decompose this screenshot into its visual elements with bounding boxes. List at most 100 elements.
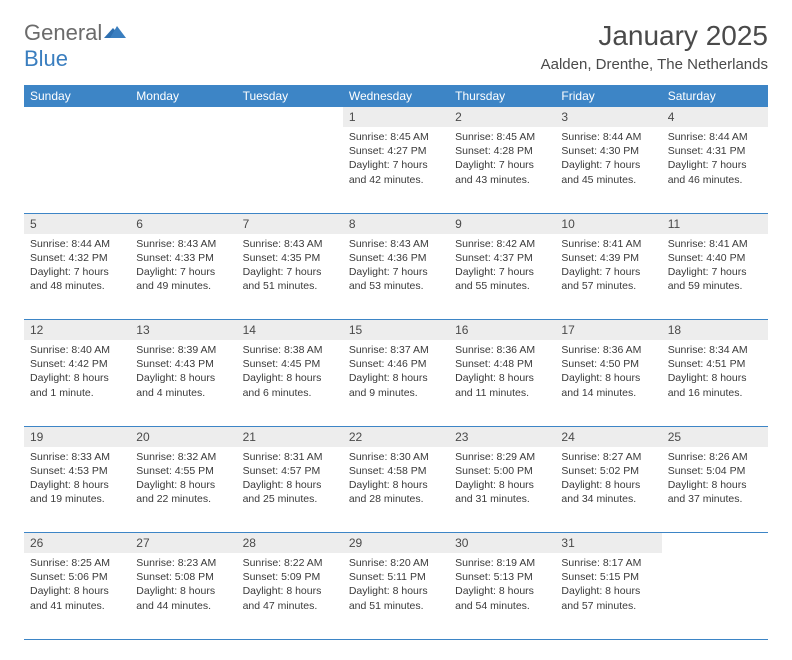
day-info: Sunrise: 8:36 AMSunset: 4:48 PMDaylight:… bbox=[449, 340, 555, 406]
day-number-cell: 29 bbox=[343, 533, 449, 554]
day-info-cell bbox=[237, 127, 343, 213]
sunrise-line: Sunrise: 8:34 AM bbox=[668, 343, 762, 357]
day-info-cell: Sunrise: 8:45 AMSunset: 4:28 PMDaylight:… bbox=[449, 127, 555, 213]
daylight-line: Daylight: 8 hours and 34 minutes. bbox=[561, 478, 655, 506]
day-number-cell: 31 bbox=[555, 533, 661, 554]
day-number-cell: 4 bbox=[662, 107, 768, 127]
sunrise-line: Sunrise: 8:20 AM bbox=[349, 556, 443, 570]
daylight-line: Daylight: 8 hours and 19 minutes. bbox=[30, 478, 124, 506]
sunset-line: Sunset: 4:36 PM bbox=[349, 251, 443, 265]
daylight-line: Daylight: 7 hours and 59 minutes. bbox=[668, 265, 762, 293]
day-number-cell: 6 bbox=[130, 213, 236, 234]
day-info: Sunrise: 8:43 AMSunset: 4:33 PMDaylight:… bbox=[130, 234, 236, 300]
day-info-cell: Sunrise: 8:42 AMSunset: 4:37 PMDaylight:… bbox=[449, 234, 555, 320]
day-info: Sunrise: 8:26 AMSunset: 5:04 PMDaylight:… bbox=[662, 447, 768, 513]
day-info-cell: Sunrise: 8:39 AMSunset: 4:43 PMDaylight:… bbox=[130, 340, 236, 426]
sunset-line: Sunset: 4:35 PM bbox=[243, 251, 337, 265]
sunrise-line: Sunrise: 8:44 AM bbox=[30, 237, 124, 251]
day-info-cell bbox=[24, 127, 130, 213]
daylight-line: Daylight: 8 hours and 41 minutes. bbox=[30, 584, 124, 612]
dow-tuesday: Tuesday bbox=[237, 85, 343, 107]
day-number-cell: 9 bbox=[449, 213, 555, 234]
day-number-cell: 20 bbox=[130, 426, 236, 447]
day-number-cell: 28 bbox=[237, 533, 343, 554]
sunrise-line: Sunrise: 8:25 AM bbox=[30, 556, 124, 570]
day-number-cell: 17 bbox=[555, 320, 661, 341]
logo-text-blue: Blue bbox=[24, 46, 68, 71]
sunrise-line: Sunrise: 8:41 AM bbox=[561, 237, 655, 251]
day-info: Sunrise: 8:29 AMSunset: 5:00 PMDaylight:… bbox=[449, 447, 555, 513]
daylight-line: Daylight: 8 hours and 31 minutes. bbox=[455, 478, 549, 506]
day-info-row: Sunrise: 8:45 AMSunset: 4:27 PMDaylight:… bbox=[24, 127, 768, 213]
day-number-cell: 11 bbox=[662, 213, 768, 234]
daylight-line: Daylight: 8 hours and 14 minutes. bbox=[561, 371, 655, 399]
header: GeneralBlue January 2025 Aalden, Drenthe… bbox=[24, 20, 768, 73]
daylight-line: Daylight: 8 hours and 57 minutes. bbox=[561, 584, 655, 612]
day-number-cell: 19 bbox=[24, 426, 130, 447]
day-info-cell: Sunrise: 8:26 AMSunset: 5:04 PMDaylight:… bbox=[662, 447, 768, 533]
logo: GeneralBlue bbox=[24, 20, 126, 72]
daylight-line: Daylight: 8 hours and 6 minutes. bbox=[243, 371, 337, 399]
day-info-cell: Sunrise: 8:45 AMSunset: 4:27 PMDaylight:… bbox=[343, 127, 449, 213]
day-info-cell: Sunrise: 8:38 AMSunset: 4:45 PMDaylight:… bbox=[237, 340, 343, 426]
sunset-line: Sunset: 4:58 PM bbox=[349, 464, 443, 478]
sunset-line: Sunset: 4:46 PM bbox=[349, 357, 443, 371]
day-info: Sunrise: 8:34 AMSunset: 4:51 PMDaylight:… bbox=[662, 340, 768, 406]
calendar-page: GeneralBlue January 2025 Aalden, Drenthe… bbox=[0, 0, 792, 660]
day-info: Sunrise: 8:41 AMSunset: 4:39 PMDaylight:… bbox=[555, 234, 661, 300]
day-info: Sunrise: 8:31 AMSunset: 4:57 PMDaylight:… bbox=[237, 447, 343, 513]
sunrise-line: Sunrise: 8:43 AM bbox=[243, 237, 337, 251]
day-number-row: 262728293031 bbox=[24, 533, 768, 554]
daylight-line: Daylight: 8 hours and 22 minutes. bbox=[136, 478, 230, 506]
daylight-line: Daylight: 7 hours and 57 minutes. bbox=[561, 265, 655, 293]
day-info-cell: Sunrise: 8:23 AMSunset: 5:08 PMDaylight:… bbox=[130, 553, 236, 639]
sunrise-line: Sunrise: 8:44 AM bbox=[561, 130, 655, 144]
day-info-cell: Sunrise: 8:19 AMSunset: 5:13 PMDaylight:… bbox=[449, 553, 555, 639]
sunset-line: Sunset: 5:02 PM bbox=[561, 464, 655, 478]
day-info: Sunrise: 8:33 AMSunset: 4:53 PMDaylight:… bbox=[24, 447, 130, 513]
day-info-row: Sunrise: 8:40 AMSunset: 4:42 PMDaylight:… bbox=[24, 340, 768, 426]
day-info: Sunrise: 8:20 AMSunset: 5:11 PMDaylight:… bbox=[343, 553, 449, 619]
sunset-line: Sunset: 4:55 PM bbox=[136, 464, 230, 478]
day-info-cell bbox=[662, 553, 768, 639]
sunset-line: Sunset: 4:51 PM bbox=[668, 357, 762, 371]
calendar-table: Sunday Monday Tuesday Wednesday Thursday… bbox=[24, 85, 768, 640]
daylight-line: Daylight: 7 hours and 45 minutes. bbox=[561, 158, 655, 186]
daylight-line: Daylight: 8 hours and 54 minutes. bbox=[455, 584, 549, 612]
dow-saturday: Saturday bbox=[662, 85, 768, 107]
sunset-line: Sunset: 4:27 PM bbox=[349, 144, 443, 158]
day-number-row: 19202122232425 bbox=[24, 426, 768, 447]
sunset-line: Sunset: 4:31 PM bbox=[668, 144, 762, 158]
day-info-cell: Sunrise: 8:36 AMSunset: 4:48 PMDaylight:… bbox=[449, 340, 555, 426]
day-info-cell: Sunrise: 8:31 AMSunset: 4:57 PMDaylight:… bbox=[237, 447, 343, 533]
day-number-cell: 5 bbox=[24, 213, 130, 234]
sunset-line: Sunset: 4:32 PM bbox=[30, 251, 124, 265]
sunset-line: Sunset: 5:13 PM bbox=[455, 570, 549, 584]
day-number-cell: 2 bbox=[449, 107, 555, 127]
sunrise-line: Sunrise: 8:31 AM bbox=[243, 450, 337, 464]
sunrise-line: Sunrise: 8:27 AM bbox=[561, 450, 655, 464]
sunset-line: Sunset: 4:37 PM bbox=[455, 251, 549, 265]
day-number-cell bbox=[24, 107, 130, 127]
sunset-line: Sunset: 5:04 PM bbox=[668, 464, 762, 478]
day-info-cell: Sunrise: 8:34 AMSunset: 4:51 PMDaylight:… bbox=[662, 340, 768, 426]
daylight-line: Daylight: 7 hours and 55 minutes. bbox=[455, 265, 549, 293]
daylight-line: Daylight: 8 hours and 16 minutes. bbox=[668, 371, 762, 399]
calendar-body: 1234Sunrise: 8:45 AMSunset: 4:27 PMDayli… bbox=[24, 107, 768, 639]
day-of-week-row: Sunday Monday Tuesday Wednesday Thursday… bbox=[24, 85, 768, 107]
daylight-line: Daylight: 7 hours and 51 minutes. bbox=[243, 265, 337, 293]
day-number-cell: 12 bbox=[24, 320, 130, 341]
sunrise-line: Sunrise: 8:37 AM bbox=[349, 343, 443, 357]
daylight-line: Daylight: 8 hours and 51 minutes. bbox=[349, 584, 443, 612]
sunset-line: Sunset: 4:28 PM bbox=[455, 144, 549, 158]
day-info-cell: Sunrise: 8:44 AMSunset: 4:30 PMDaylight:… bbox=[555, 127, 661, 213]
sunset-line: Sunset: 5:08 PM bbox=[136, 570, 230, 584]
daylight-line: Daylight: 8 hours and 28 minutes. bbox=[349, 478, 443, 506]
day-number-row: 567891011 bbox=[24, 213, 768, 234]
day-number-cell: 27 bbox=[130, 533, 236, 554]
day-number-cell bbox=[662, 533, 768, 554]
day-info: Sunrise: 8:44 AMSunset: 4:32 PMDaylight:… bbox=[24, 234, 130, 300]
sunrise-line: Sunrise: 8:43 AM bbox=[136, 237, 230, 251]
day-number-cell: 14 bbox=[237, 320, 343, 341]
day-number-cell: 13 bbox=[130, 320, 236, 341]
